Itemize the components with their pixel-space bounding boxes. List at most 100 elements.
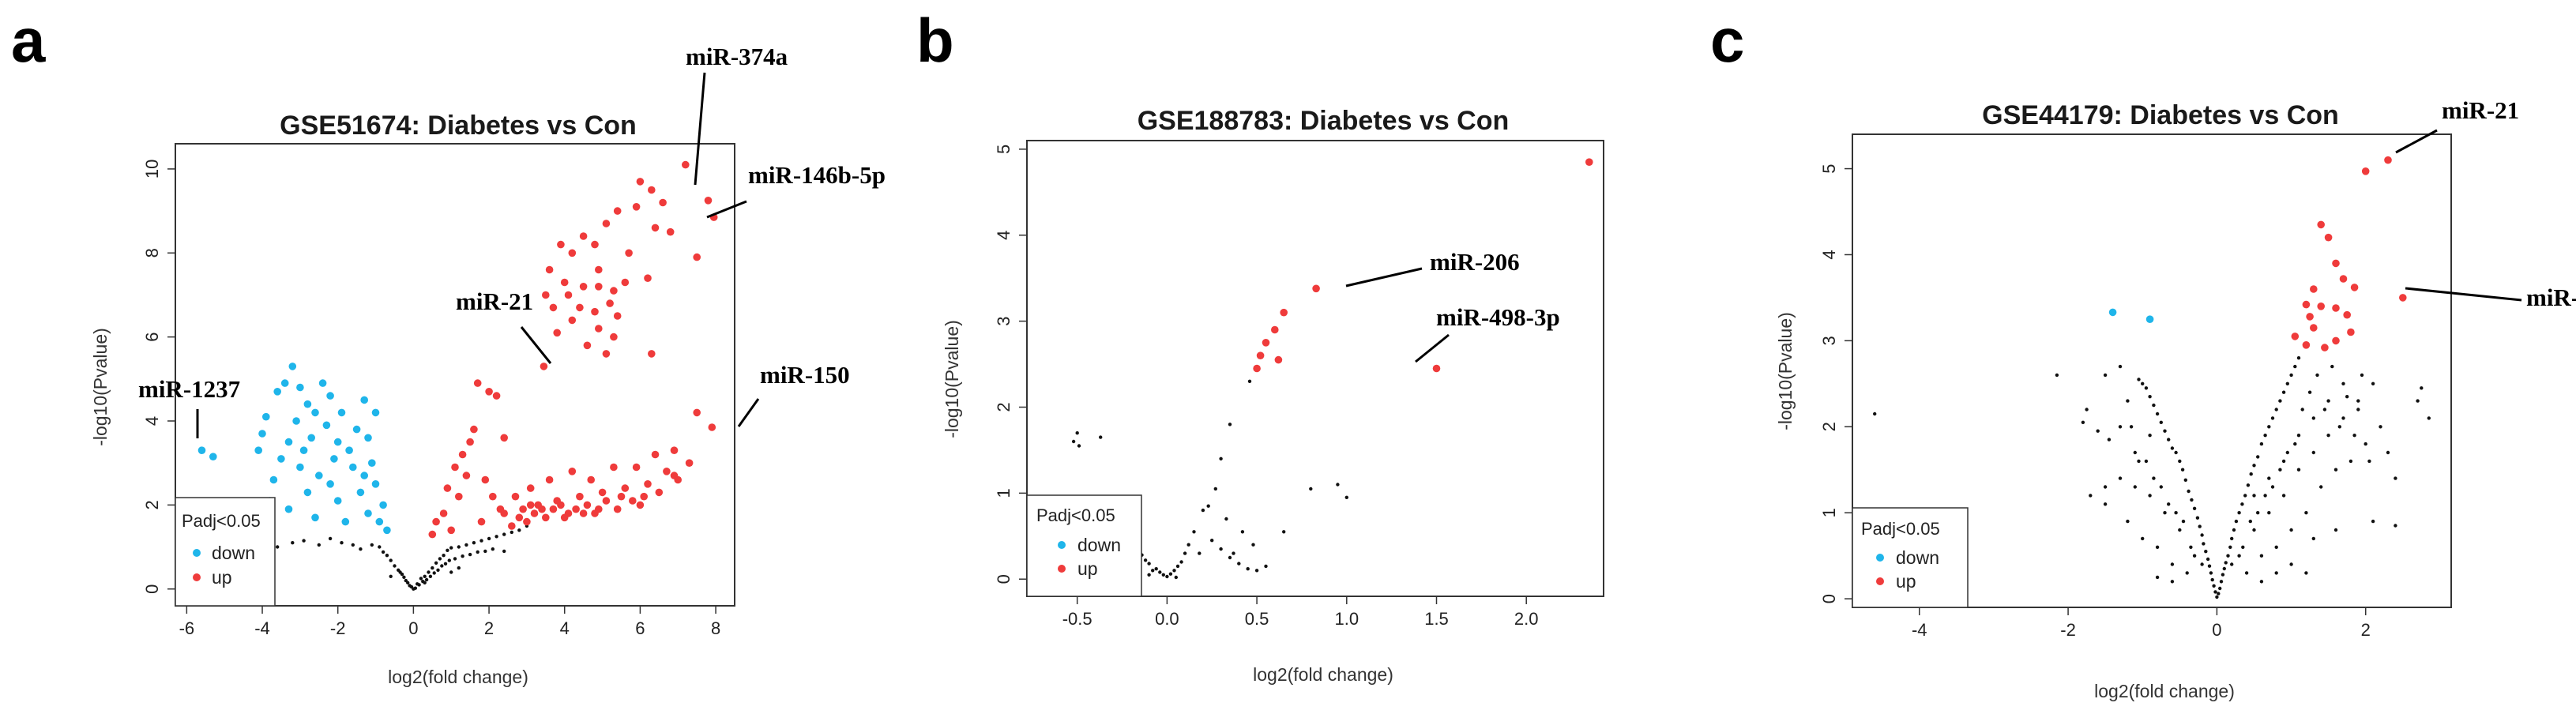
x-tick-label: 0 — [408, 618, 418, 638]
point-ns — [2246, 483, 2251, 487]
point-ns — [406, 581, 410, 584]
point-down — [280, 379, 289, 387]
point-ns — [2270, 416, 2275, 420]
plot-frame-c — [1852, 133, 2452, 608]
point-ns — [2144, 386, 2149, 390]
point-ns — [1206, 504, 1210, 508]
x-tick-label: 2 — [2361, 620, 2371, 640]
point-ns — [2259, 554, 2264, 558]
point-ns — [2155, 545, 2160, 549]
point-ns — [276, 545, 280, 549]
legend-marker-down-c — [1876, 554, 1884, 562]
point-ns — [2167, 438, 2171, 442]
annotation-label: miR-150 — [760, 361, 850, 389]
point-ns — [1077, 444, 1081, 448]
x-tick-label: 8 — [711, 618, 720, 638]
y-tick-label: 3 — [994, 316, 1013, 325]
point-ns — [2103, 502, 2108, 506]
legend-label-down-a: down — [212, 543, 255, 563]
legend-box-a — [175, 497, 276, 607]
point-ns — [419, 577, 423, 581]
point-ns — [2371, 381, 2375, 385]
y-tick-label: 1 — [994, 488, 1013, 498]
point-ns — [2103, 485, 2108, 489]
x-tick-label: 4 — [560, 618, 570, 638]
point-ns — [2341, 416, 2345, 420]
point-up — [1312, 284, 1320, 293]
point-ns — [2221, 573, 2225, 577]
point-ns — [2096, 429, 2100, 433]
point-up — [576, 303, 584, 312]
legend-marker-up-c — [1876, 577, 1884, 585]
point-ns — [483, 549, 487, 554]
point-up — [587, 475, 595, 484]
point-up — [545, 475, 554, 484]
legend-marker-up-b — [1058, 565, 1066, 573]
point-ns — [2133, 450, 2137, 455]
point-down — [360, 396, 369, 404]
point-ns — [2085, 408, 2089, 411]
point-ns — [2178, 459, 2182, 464]
point-up — [613, 312, 622, 320]
x-tick-label: 0.0 — [1155, 609, 1179, 629]
point-up — [568, 249, 577, 257]
point-up — [663, 468, 671, 475]
point-ns — [2278, 399, 2282, 403]
point-ns — [442, 554, 446, 558]
point-down — [311, 513, 319, 522]
point-down — [371, 480, 380, 488]
points-a — [197, 160, 718, 591]
point-ns — [502, 532, 506, 536]
point-up — [708, 423, 716, 431]
point-ns — [2219, 580, 2224, 584]
points-b — [1071, 158, 1593, 580]
x-axis-label-c: log2(fold change) — [2094, 681, 2235, 701]
point-down — [341, 517, 350, 526]
point-ns — [1154, 567, 1158, 571]
panel-b: b GSE188783: Diabetes vs Con log2(fold c… — [916, 6, 1604, 685]
point-ns — [2230, 562, 2234, 566]
point-ns — [302, 539, 306, 543]
point-ns — [2296, 468, 2301, 472]
point-down — [2108, 308, 2117, 317]
point-ns — [2183, 478, 2187, 482]
y-tick-label: 0 — [1819, 594, 1839, 603]
point-up — [583, 341, 592, 350]
point-ns — [443, 562, 448, 566]
point-down — [307, 434, 316, 442]
y-tick-label: 0 — [142, 584, 162, 594]
point-ns — [2237, 511, 2241, 515]
point-up — [595, 505, 603, 513]
point-ns — [2118, 476, 2123, 480]
point-up — [595, 283, 603, 291]
point-ns — [351, 543, 355, 547]
point-ns — [2217, 592, 2221, 596]
point-up — [636, 178, 645, 186]
point-ns — [2126, 399, 2130, 403]
point-down — [364, 434, 372, 442]
point-ns — [2243, 494, 2247, 498]
panel-label-c: c — [1710, 6, 1744, 75]
point-down — [299, 446, 308, 454]
point-ns — [1247, 379, 1252, 383]
point-up — [621, 484, 630, 492]
annotation-leader — [737, 398, 760, 427]
point-ns — [1228, 423, 1232, 427]
point-up — [557, 240, 565, 249]
legend-label-down-c: down — [1896, 547, 1939, 568]
point-ns — [2137, 459, 2141, 464]
point-ns — [2230, 536, 2234, 541]
point-ns — [370, 543, 374, 547]
point-up — [670, 446, 679, 454]
x-axis-label-b: log2(fold change) — [1253, 664, 1393, 685]
point-up — [2399, 294, 2407, 302]
point-ns — [2319, 485, 2323, 489]
point-up — [1432, 364, 1441, 373]
point-ns — [428, 574, 433, 578]
point-ns — [2137, 378, 2141, 381]
y-tick-label: 2 — [1819, 422, 1839, 431]
point-ns — [2174, 450, 2178, 455]
y-axis-label-b: -log10(Pvalue) — [942, 320, 962, 438]
point-up — [477, 517, 486, 526]
point-up — [644, 480, 652, 488]
